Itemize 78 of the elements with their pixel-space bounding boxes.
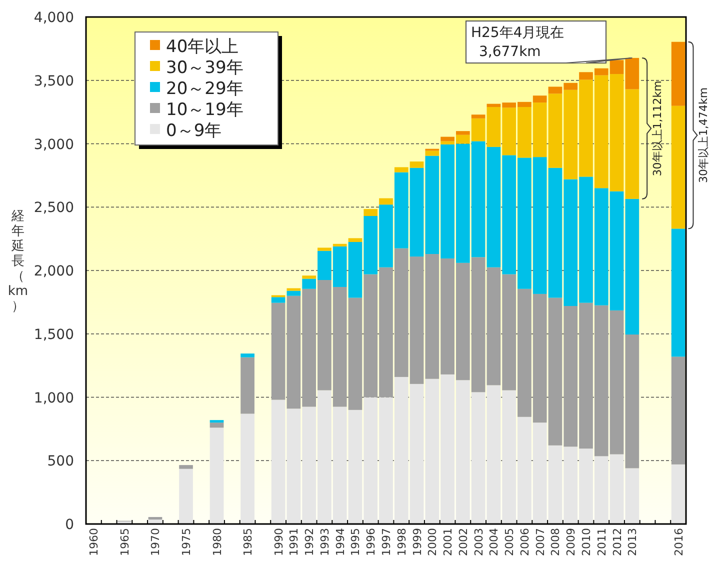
bar	[671, 228, 686, 357]
bar	[210, 428, 224, 524]
y-axis-title: 経年延長（km）	[8, 209, 28, 314]
x-tick-label: 1980	[210, 528, 224, 556]
bar	[425, 150, 440, 156]
x-tick-label: 1998	[395, 528, 408, 556]
x-tick-label: 1991	[288, 528, 301, 556]
bar	[240, 357, 254, 414]
x-tick-label: 2002	[456, 528, 470, 556]
bar	[318, 248, 332, 251]
bar	[364, 209, 378, 216]
bar	[471, 114, 486, 118]
bar	[179, 465, 193, 469]
x-tick-label: 1985	[242, 528, 255, 556]
legend-label: 0～9年	[166, 121, 222, 141]
x-tick-label: 2012	[610, 528, 624, 556]
bar	[210, 420, 224, 423]
bar	[671, 464, 686, 524]
bar	[210, 422, 224, 428]
legend-label: 40年以上	[166, 37, 239, 57]
x-tick-label: 1999	[410, 528, 424, 556]
y-tick-label: 3,500	[34, 73, 74, 90]
x-tick-label: 1995	[349, 528, 362, 556]
x-tick-label: 1996	[364, 528, 378, 556]
bar	[348, 238, 362, 242]
x-tick-label: 2006	[518, 528, 532, 556]
y-tick-label: 2,500	[34, 200, 74, 216]
bar	[440, 136, 454, 142]
x-tick-label: 2005	[503, 528, 516, 556]
bar	[148, 517, 162, 520]
x-tick-label: 1975	[180, 528, 193, 556]
y-tick-label: 2,000	[34, 264, 74, 280]
bar	[271, 302, 286, 400]
y-tick-label: 4,000	[34, 10, 74, 26]
annotation: 30年以上1,112km	[651, 80, 664, 176]
x-tick-label: 2016	[672, 528, 686, 556]
x-tick-label: 1993	[318, 528, 332, 556]
x-tick-label: 1960	[88, 528, 101, 556]
bar	[671, 356, 686, 464]
y-tick-label: 3,000	[34, 136, 74, 153]
bar	[379, 198, 393, 205]
legend-label: 20～29年	[166, 79, 244, 99]
x-tick-label: 2013	[626, 528, 640, 556]
bar	[271, 400, 286, 524]
legend-label: 10～19年	[166, 100, 244, 120]
bar	[240, 354, 254, 358]
bar	[286, 290, 301, 296]
bar	[179, 468, 193, 524]
y-tick-label: 500	[47, 454, 74, 470]
x-tick-label: 2000	[426, 528, 440, 556]
x-tick-label: 2008	[549, 528, 562, 556]
bar	[271, 297, 286, 303]
bar	[671, 106, 686, 229]
x-tick-label: 1994	[334, 528, 347, 556]
bar	[240, 414, 254, 524]
x-tick-label: 2004	[488, 528, 501, 556]
bar	[456, 131, 470, 135]
bar	[286, 288, 301, 291]
x-tick-label: 2007	[534, 528, 547, 556]
x-tick-label: 1965	[118, 528, 132, 556]
x-tick-label: 1990	[272, 528, 286, 556]
x-tick-label: 2001	[442, 528, 455, 556]
x-tick-label: 2003	[472, 528, 486, 556]
x-tick-label: 2011	[595, 528, 608, 556]
y-tick-label: 0	[65, 517, 74, 533]
bar	[671, 42, 686, 106]
x-tick-label: 2010	[580, 528, 593, 556]
x-tick-label: 1970	[149, 528, 162, 556]
text: 30年以上1,474km	[697, 87, 710, 184]
legend-label: 30～39年	[166, 58, 244, 78]
bar	[302, 276, 316, 279]
x-tick-label: 1997	[380, 528, 393, 556]
x-tick-label: 2009	[564, 528, 578, 556]
x-tick-label: 1992	[303, 528, 316, 556]
bar	[332, 244, 347, 246]
annotation: H25年4月現在 3,677km	[471, 25, 564, 60]
y-tick-label: 1,000	[34, 390, 74, 406]
y-tick-label: 1,500	[34, 326, 74, 343]
